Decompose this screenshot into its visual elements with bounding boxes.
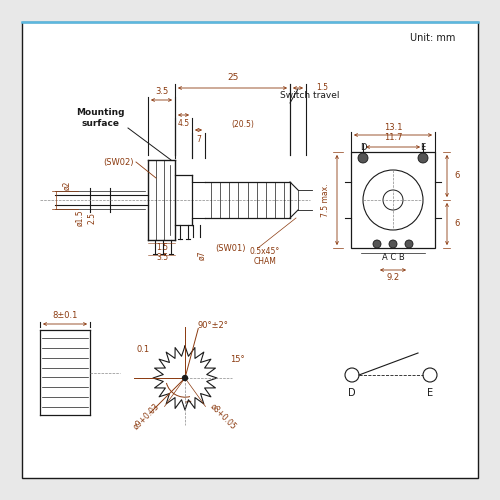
Text: ø1.5: ø1.5 bbox=[76, 210, 84, 226]
Text: 2.5: 2.5 bbox=[88, 212, 96, 224]
Circle shape bbox=[405, 240, 413, 248]
Text: 1.5: 1.5 bbox=[316, 84, 328, 92]
Text: 3.5: 3.5 bbox=[156, 88, 168, 96]
Bar bbox=[351, 152, 435, 248]
Text: ø8+0.05: ø8+0.05 bbox=[208, 402, 238, 431]
Text: 7.5 max.: 7.5 max. bbox=[322, 183, 330, 217]
Text: A C B: A C B bbox=[382, 254, 404, 262]
Text: 3.5: 3.5 bbox=[156, 254, 168, 262]
Text: 25: 25 bbox=[228, 74, 238, 82]
Text: D: D bbox=[360, 142, 366, 152]
Text: ø2: ø2 bbox=[62, 180, 72, 190]
Text: (SW01): (SW01) bbox=[215, 244, 246, 252]
Text: Switch travel: Switch travel bbox=[280, 90, 340, 100]
Text: 0.5x45°: 0.5x45° bbox=[250, 248, 280, 256]
Text: ø7: ø7 bbox=[198, 250, 206, 260]
Circle shape bbox=[373, 240, 381, 248]
Text: Unit: mm: Unit: mm bbox=[410, 33, 455, 43]
Circle shape bbox=[389, 240, 397, 248]
Text: 7: 7 bbox=[196, 134, 202, 143]
Text: ø9+0.03: ø9+0.03 bbox=[132, 402, 162, 432]
Text: E: E bbox=[420, 142, 426, 152]
Text: D: D bbox=[348, 388, 356, 398]
Circle shape bbox=[182, 376, 188, 380]
Circle shape bbox=[358, 153, 368, 163]
Text: 6: 6 bbox=[454, 220, 460, 228]
Text: 9.2: 9.2 bbox=[386, 274, 400, 282]
Text: 1.5: 1.5 bbox=[156, 242, 168, 252]
Circle shape bbox=[418, 153, 428, 163]
Text: 15°: 15° bbox=[230, 356, 244, 364]
Text: 11.7: 11.7 bbox=[384, 134, 402, 142]
Text: CHAM: CHAM bbox=[254, 258, 276, 266]
Text: 0.1: 0.1 bbox=[136, 346, 149, 354]
Text: E: E bbox=[427, 388, 433, 398]
Text: 6: 6 bbox=[454, 172, 460, 180]
Text: (SW02): (SW02) bbox=[104, 158, 134, 166]
Text: 90°±2°: 90°±2° bbox=[198, 322, 228, 330]
Text: 8±0.1: 8±0.1 bbox=[52, 310, 78, 320]
Text: 4.5: 4.5 bbox=[178, 120, 190, 128]
Text: Mounting
surface: Mounting surface bbox=[76, 108, 124, 128]
Text: 13.1: 13.1 bbox=[384, 122, 402, 132]
Text: (20.5): (20.5) bbox=[232, 120, 254, 128]
